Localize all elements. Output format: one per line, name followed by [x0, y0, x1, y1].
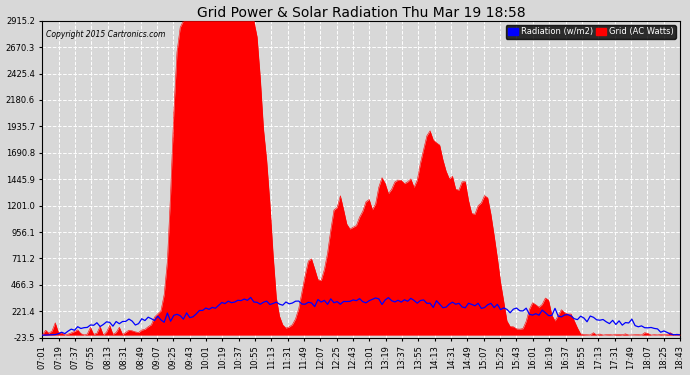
Legend: Radiation (w/m2), Grid (AC Watts): Radiation (w/m2), Grid (AC Watts): [506, 25, 676, 39]
Text: Copyright 2015 Cartronics.com: Copyright 2015 Cartronics.com: [46, 30, 165, 39]
Title: Grid Power & Solar Radiation Thu Mar 19 18:58: Grid Power & Solar Radiation Thu Mar 19 …: [197, 6, 526, 20]
